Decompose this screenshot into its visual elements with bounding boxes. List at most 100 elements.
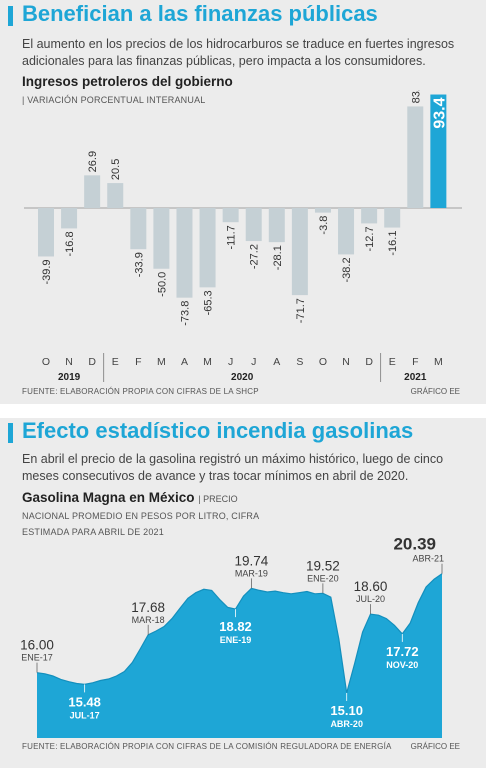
annotation-date: JUL-20 (356, 594, 385, 604)
chart-subtitle-gasoline-c: ESTIMADA PARA ABRIL DE 2021 (22, 527, 164, 537)
annotation-value: 17.72 (386, 644, 419, 659)
annotation-value: 16.00 (20, 638, 54, 653)
x-tick-label: J (251, 356, 256, 368)
annotation-value: 15.48 (68, 694, 101, 709)
bar-value-label: -27.2 (249, 244, 261, 269)
bar (384, 208, 401, 228)
annotation-date: NOV-20 (386, 660, 418, 670)
x-tick-label: N (65, 356, 73, 368)
bar-value-label: -39.9 (41, 259, 53, 284)
revenue-panel: Benefician a las finanzas públicas El au… (0, 0, 486, 404)
source-gasoline: FUENTE: ELABORACIÓN PROPIA CON CIFRAS DE… (22, 742, 392, 751)
bar-value-label: -11.7 (226, 225, 238, 249)
annotation-value: 19.52 (306, 558, 340, 573)
annotation-date: ENE-20 (307, 573, 339, 583)
bar (199, 208, 216, 288)
bar (361, 208, 378, 224)
bar (268, 208, 285, 243)
x-tick-label: A (181, 356, 188, 368)
year-label: 2021 (404, 372, 427, 383)
x-tick-label: D (365, 356, 373, 368)
headline-revenue: Benefician a las finanzas públicas (22, 1, 378, 26)
bar (38, 208, 54, 257)
x-tick-label: M (203, 356, 212, 368)
headline-accent-bar (8, 6, 13, 26)
bar (222, 208, 239, 223)
x-tick-label: J (228, 356, 233, 368)
bar (291, 208, 308, 296)
bar-value-label: -12.7 (364, 226, 376, 251)
x-tick-label: O (319, 356, 327, 368)
dek-revenue: El aumento en los precios de los hidroca… (22, 37, 455, 68)
x-tick-label: F (135, 356, 141, 368)
annotation-date: MAR-18 (132, 615, 165, 625)
headline-accent-bar (8, 423, 13, 443)
bar-value-label: -73.8 (179, 301, 191, 326)
x-tick-label: M (157, 356, 166, 368)
chart-title-revenue: Ingresos petroleros del gobierno (22, 74, 233, 89)
chart-title-gasoline-text: Gasolina Magna en México (22, 490, 195, 505)
bar-value-label: -33.9 (133, 252, 145, 277)
gasoline-panel: Efecto estadístico incendia gasolinas En… (0, 418, 486, 768)
annotation-date: MAR-19 (235, 568, 268, 578)
bar-value-label: -3.8 (318, 216, 330, 235)
source-revenue: FUENTE: ELABORACIÓN PROPIA CON CIFRAS DE… (22, 387, 259, 396)
bar (245, 208, 262, 242)
x-tick-label: N (342, 356, 350, 368)
bar-value-label: -71.7 (295, 298, 307, 323)
bar-value-label: 20.5 (110, 159, 122, 180)
bar-value-label: -28.1 (272, 245, 284, 270)
annotation-value: 15.10 (330, 703, 363, 718)
x-tick-label: E (112, 356, 119, 368)
x-tick-label: A (273, 356, 280, 368)
bar (107, 183, 124, 208)
bar (407, 106, 424, 208)
bar-value-label: 26.9 (87, 151, 99, 172)
chart-title-gasoline: Gasolina Magna en México | PRECIO (22, 490, 238, 505)
price-line (36, 573, 443, 694)
bar (314, 208, 331, 213)
annotation-date: ABR-21 (412, 554, 444, 564)
chart-subtitle-gasoline-b: NACIONAL PROMEDIO EN PESOS POR LITRO, CI… (22, 511, 260, 521)
headline-gasoline: Efecto estadístico incendia gasolinas (22, 418, 414, 443)
annotation-date: ABR-20 (330, 719, 363, 729)
x-tick-label: E (389, 356, 396, 368)
bar-value-label: -65.3 (203, 290, 215, 315)
credit-gasoline: GRÁFICO EE (410, 742, 460, 751)
chart-subtitle-revenue-text: VARIACIÓN PORCENTUAL INTERANUAL (27, 95, 206, 105)
chart-subtitle-revenue: | VARIACIÓN PORCENTUAL INTERANUAL (22, 95, 206, 105)
bar-value-label: -16.8 (64, 231, 76, 256)
x-tick-label: F (412, 356, 418, 368)
bar (176, 208, 193, 298)
bar-value-label: 83.6 (410, 90, 422, 103)
chart-subtitle-gasoline-a: PRECIO (203, 494, 238, 504)
bar (84, 175, 101, 208)
bar-value-label: -38.2 (341, 257, 353, 282)
bar (338, 208, 355, 255)
bar-value-label: -16.1 (387, 231, 399, 256)
annotation-value: 18.60 (354, 579, 388, 594)
bar (61, 208, 78, 229)
dek-gasoline: En abril el precio de la gasolina regist… (22, 452, 444, 483)
x-tick-label: O (42, 356, 50, 368)
bar (130, 208, 147, 250)
credit-revenue: GRÁFICO EE (410, 387, 460, 396)
x-tick-label: M (434, 356, 443, 368)
annotation-value: 20.39 (393, 535, 436, 554)
annotation-date: ENE-17 (21, 653, 53, 663)
annotation-date: JUL-17 (70, 710, 100, 720)
bar-value-label: -50.0 (156, 272, 168, 297)
year-label: 2019 (58, 372, 81, 383)
annotation-date: ENE-19 (220, 635, 252, 645)
bar (153, 208, 170, 269)
bar-value-label: 93.4 (431, 97, 448, 128)
annotation-value: 19.74 (235, 553, 269, 568)
price-area (37, 573, 442, 738)
x-tick-label: S (296, 356, 303, 368)
annotation-value: 17.68 (131, 600, 165, 615)
annotation-value: 18.82 (219, 619, 252, 634)
year-label: 2020 (231, 372, 254, 383)
revenue-bar-chart: -39.9 O -16.8 N 26.9 D 20.5 E -33.9 F -50.0 M -73.8 A… (24, 90, 462, 383)
x-tick-label: D (88, 356, 96, 368)
